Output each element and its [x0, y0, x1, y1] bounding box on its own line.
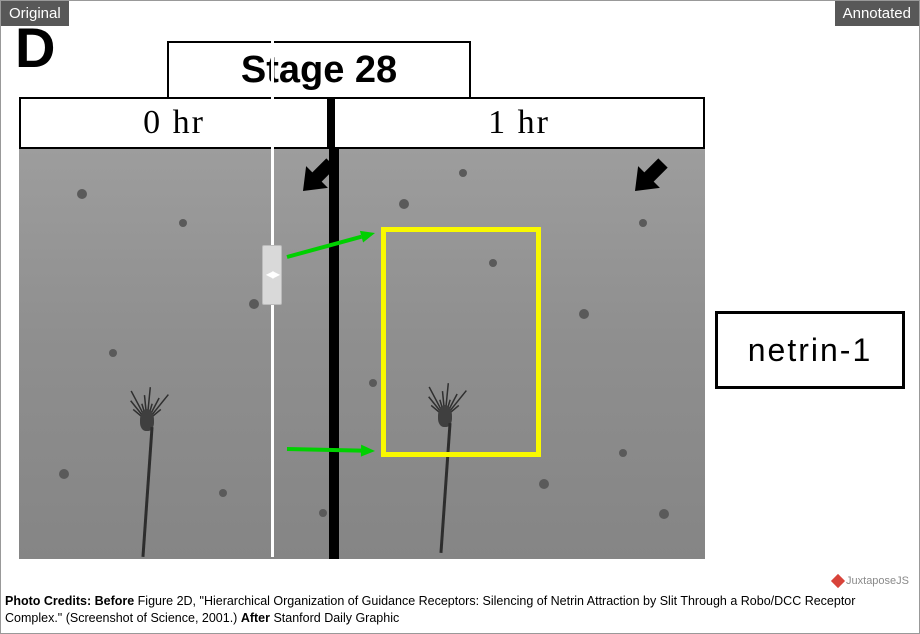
credits-after-label: After — [241, 611, 270, 625]
juxtapose-slider-handle[interactable]: ◀ ▶ — [262, 245, 282, 305]
time-box-1hr: 1 hr — [335, 97, 705, 149]
panel-label-d: D — [15, 15, 55, 80]
micrograph-area — [19, 149, 705, 559]
netrin-label-box: netrin-1 — [715, 311, 905, 389]
credits-after-text: Stanford Daily Graphic — [273, 611, 399, 625]
stage-title-box: Stage 28 — [167, 41, 471, 99]
time-box-0hr: 0 hr — [19, 97, 329, 149]
slider-arrows-icon: ◀ ▶ — [266, 270, 278, 281]
juxtapose-credit-text: JuxtaposeJS — [846, 575, 909, 587]
credits-before-label: Before — [95, 594, 135, 608]
figure-frame: Original Annotated D Stage 28 0 hr 1 hr … — [0, 0, 920, 634]
diamond-icon — [831, 574, 845, 588]
black-arrow-icon — [295, 155, 339, 199]
juxtapose-credit[interactable]: JuxtaposeJS — [829, 573, 913, 589]
annotation-green-arrows — [19, 149, 705, 559]
black-arrow-icon — [627, 155, 671, 199]
credits-prefix: Photo Credits: — [5, 594, 91, 608]
tag-annotated: Annotated — [835, 1, 919, 26]
photo-credits: Photo Credits: Before Figure 2D, "Hierar… — [5, 593, 915, 627]
time-row: 0 hr 1 hr — [19, 97, 705, 149]
